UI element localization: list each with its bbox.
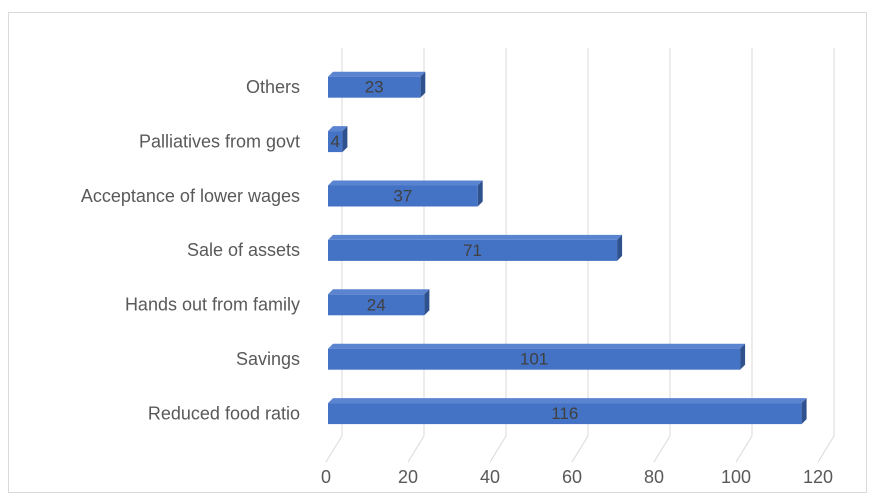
x-tick-label: 60 xyxy=(562,467,582,487)
category-label: Reduced food ratio xyxy=(148,403,300,423)
bar-side-face xyxy=(424,289,430,316)
floor-gridline xyxy=(489,435,507,463)
bar-side-face xyxy=(617,234,623,261)
bar-side-face xyxy=(420,71,426,98)
category-label: Palliatives from govt xyxy=(139,131,300,151)
bar-top-face xyxy=(328,71,426,77)
bar-side-face xyxy=(801,398,807,425)
data-label: 101 xyxy=(520,350,548,369)
data-label: 24 xyxy=(367,295,386,314)
bar xyxy=(328,76,421,98)
labels: 0 20 40 60 80 100 120 116 Reduced food ratio 101 S… xyxy=(81,77,833,487)
bar-side-face xyxy=(342,126,348,153)
bar-side-face xyxy=(740,343,746,370)
floor-gridline xyxy=(653,435,671,463)
x-tick-label: 80 xyxy=(644,467,664,487)
floor-gridline xyxy=(325,435,343,463)
bar-top-face xyxy=(328,180,483,186)
x-tick-label: 120 xyxy=(803,467,833,487)
bar-top-face xyxy=(328,343,746,349)
category-label: Acceptance of lower wages xyxy=(81,186,300,206)
category-label: Others xyxy=(246,77,300,97)
category-label: Sale of assets xyxy=(187,240,300,260)
bar-top-face xyxy=(328,234,623,240)
bars xyxy=(328,71,807,425)
category-label: Hands out from family xyxy=(125,295,300,315)
x-tick-label: 20 xyxy=(398,467,418,487)
bar xyxy=(328,131,343,153)
x-tick-label: 100 xyxy=(721,467,751,487)
bar xyxy=(328,403,802,425)
floor-gridline xyxy=(817,435,835,463)
data-label: 71 xyxy=(463,241,482,260)
bar xyxy=(328,239,618,261)
bar-top-face xyxy=(328,126,348,132)
floor-gridline xyxy=(407,435,425,463)
bar-top-face xyxy=(328,398,807,404)
x-tick-label: 0 xyxy=(321,467,331,487)
gridlines xyxy=(325,48,835,463)
data-label: 23 xyxy=(365,78,384,97)
category-label: Savings xyxy=(236,349,300,369)
data-label: 116 xyxy=(551,404,578,423)
floor-gridline xyxy=(571,435,589,463)
bar xyxy=(328,185,478,207)
bar xyxy=(328,348,741,370)
x-tick-label: 40 xyxy=(480,467,500,487)
data-label: 4 xyxy=(330,132,339,151)
bar-top-face xyxy=(328,289,430,295)
data-label: 37 xyxy=(393,186,412,205)
bar xyxy=(328,294,425,316)
floor-gridline xyxy=(735,435,753,463)
bar-side-face xyxy=(477,180,483,207)
